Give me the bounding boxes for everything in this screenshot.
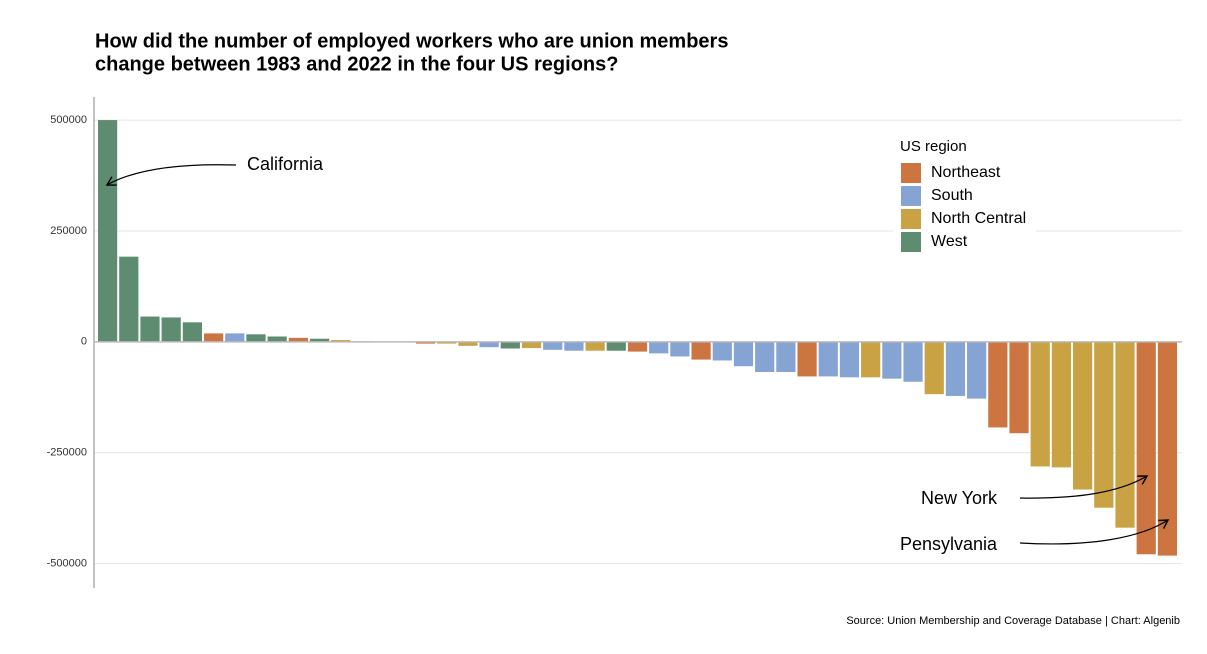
bar [331, 340, 351, 342]
annotation: New York [921, 488, 998, 508]
bar [712, 341, 732, 361]
bar [437, 341, 457, 344]
bar [288, 337, 308, 342]
bar [924, 341, 944, 395]
y-tick-label: 0 [81, 336, 87, 348]
bar [1157, 341, 1177, 556]
legend-title: US region [900, 138, 967, 155]
bar [267, 336, 287, 342]
legend-label: West [931, 233, 968, 250]
bar [818, 341, 838, 377]
caption: Source: Union Membership and Coverage Da… [846, 615, 1180, 627]
bar [967, 341, 987, 399]
bar [691, 341, 711, 360]
annotation-arrow [105, 164, 237, 186]
legend-label: Northeast [931, 164, 1001, 181]
chart-title: How did the number of employed workers w… [95, 30, 728, 52]
bar [415, 341, 436, 344]
bar [945, 341, 966, 396]
bar [861, 341, 881, 378]
bar [225, 333, 245, 342]
bar [98, 120, 118, 342]
annotation-arrow [1019, 475, 1149, 499]
y-tick-label: -500000 [47, 558, 87, 570]
bar [500, 341, 520, 349]
bar [479, 341, 499, 348]
bar [309, 338, 330, 342]
legend-swatch [901, 186, 921, 206]
bar [670, 341, 690, 357]
bar [839, 341, 860, 378]
bar [543, 341, 563, 350]
bar [903, 341, 923, 382]
bar [1094, 341, 1114, 508]
legend-label: North Central [931, 210, 1026, 227]
bar [627, 341, 648, 352]
annotation: California [247, 154, 324, 174]
bar [203, 333, 224, 342]
bar [119, 256, 139, 342]
bar [649, 341, 669, 354]
bar [246, 334, 266, 342]
bar [182, 322, 202, 342]
annotation-arrow [1019, 519, 1170, 545]
legend-swatch [901, 232, 921, 252]
bar [1073, 341, 1093, 490]
y-tick-label: 500000 [50, 114, 87, 126]
bar [521, 341, 542, 349]
legend-label: South [931, 187, 973, 204]
bar [1136, 341, 1156, 555]
bar [733, 341, 754, 367]
bar [564, 341, 584, 351]
bar [1051, 341, 1072, 468]
chart-title: change between 1983 and 2022 in the four… [95, 53, 618, 75]
bar [606, 341, 626, 351]
y-tick-label: 250000 [50, 225, 87, 237]
bar [161, 317, 181, 342]
bar [458, 341, 478, 346]
bar [1009, 341, 1029, 434]
bar [755, 341, 775, 372]
bar [776, 341, 796, 372]
bar [882, 341, 902, 379]
bar [988, 341, 1008, 428]
y-tick-label: -250000 [47, 447, 87, 459]
bar [1115, 341, 1135, 528]
legend-swatch [901, 209, 921, 229]
bar [140, 316, 160, 342]
bar [1030, 341, 1050, 467]
annotation: Pensylvania [900, 534, 998, 554]
bar [797, 341, 817, 377]
legend-swatch [901, 163, 921, 183]
bar [585, 341, 605, 351]
